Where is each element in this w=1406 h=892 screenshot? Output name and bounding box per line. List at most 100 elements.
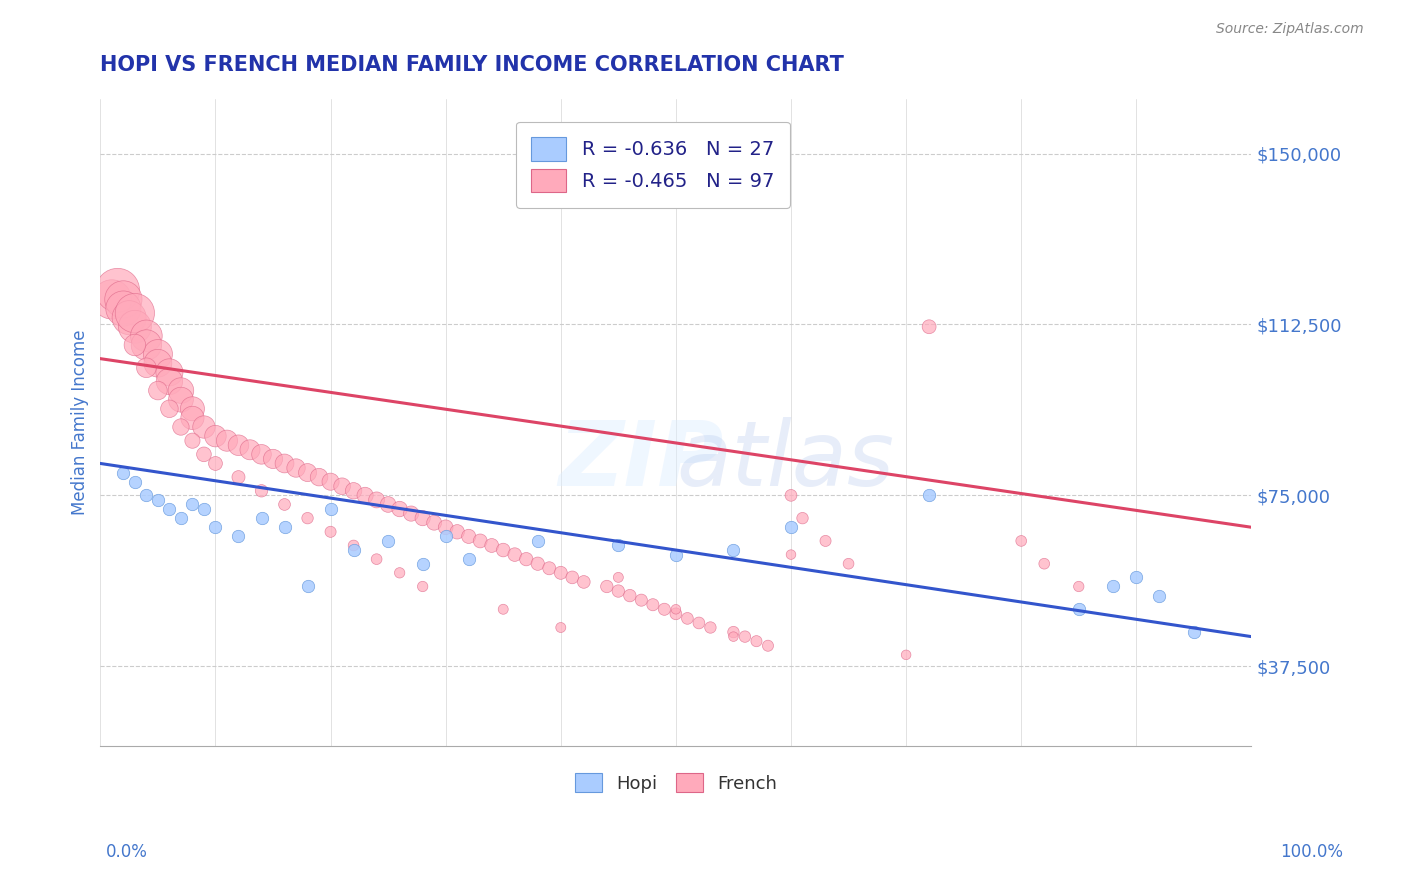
Point <box>157 502 180 516</box>
Point <box>1067 580 1090 594</box>
Text: 100.0%: 100.0% <box>1279 843 1343 861</box>
Point <box>319 475 342 489</box>
Point <box>181 410 204 425</box>
Point <box>434 520 457 534</box>
Text: ZIP: ZIP <box>558 417 724 505</box>
Point <box>297 580 319 594</box>
Point <box>297 511 319 525</box>
Point <box>688 615 710 630</box>
Point <box>399 507 422 521</box>
Point <box>181 434 204 448</box>
Point <box>228 470 250 484</box>
Point <box>319 502 342 516</box>
Point <box>756 639 779 653</box>
Point <box>112 293 135 307</box>
Point <box>434 529 457 543</box>
Point <box>734 630 756 644</box>
Point <box>550 566 572 580</box>
Point <box>239 442 262 457</box>
Point <box>665 602 688 616</box>
Point <box>228 438 250 452</box>
Point <box>1149 589 1171 603</box>
Point <box>1067 602 1090 616</box>
Point <box>526 533 548 548</box>
Text: 0.0%: 0.0% <box>105 843 148 861</box>
Point <box>607 584 630 599</box>
Point <box>124 319 146 334</box>
Point <box>780 520 803 534</box>
Point <box>446 524 468 539</box>
Point <box>354 488 377 502</box>
Point <box>838 557 860 571</box>
Text: HOPI VS FRENCH MEDIAN FAMILY INCOME CORRELATION CHART: HOPI VS FRENCH MEDIAN FAMILY INCOME CORR… <box>100 55 844 75</box>
Point <box>204 520 226 534</box>
Point <box>1125 570 1147 584</box>
Point <box>918 488 941 502</box>
Point <box>107 283 129 297</box>
Point <box>112 466 135 480</box>
Point <box>112 301 135 316</box>
Point <box>780 488 803 502</box>
Point <box>699 620 721 634</box>
Point <box>170 511 193 525</box>
Point <box>308 470 330 484</box>
Point <box>561 570 583 584</box>
Point <box>118 310 141 325</box>
Point <box>780 548 803 562</box>
Point <box>250 511 273 525</box>
Point <box>170 392 193 407</box>
Point <box>665 607 688 621</box>
Point <box>319 524 342 539</box>
Point <box>342 539 364 553</box>
Point <box>297 466 319 480</box>
Point <box>1033 557 1056 571</box>
Point <box>193 447 215 461</box>
Point <box>538 561 561 575</box>
Point <box>124 338 146 352</box>
Point <box>412 511 434 525</box>
Point <box>515 552 537 566</box>
Point <box>146 492 169 507</box>
Point <box>572 574 595 589</box>
Point <box>457 529 479 543</box>
Point <box>481 539 503 553</box>
Point <box>607 539 630 553</box>
Point <box>342 543 364 558</box>
Point <box>146 347 169 361</box>
Point <box>273 457 295 471</box>
Point <box>285 461 308 475</box>
Point <box>607 570 630 584</box>
Point <box>377 498 399 512</box>
Point <box>181 498 204 512</box>
Point <box>250 483 273 498</box>
Point <box>412 557 434 571</box>
Point <box>723 630 745 644</box>
Legend: Hopi, French: Hopi, French <box>565 764 786 802</box>
Point <box>723 625 745 640</box>
Point <box>388 502 411 516</box>
Point <box>423 516 446 530</box>
Point <box>250 447 273 461</box>
Point <box>204 457 226 471</box>
Y-axis label: Median Family Income: Median Family Income <box>72 330 89 516</box>
Point <box>792 511 814 525</box>
Point <box>273 520 295 534</box>
Point <box>723 543 745 558</box>
Point <box>745 634 768 648</box>
Point <box>135 360 157 375</box>
Point <box>676 611 699 625</box>
Point <box>665 548 688 562</box>
Point <box>157 365 180 379</box>
Point <box>330 479 353 493</box>
Point <box>918 319 941 334</box>
Point <box>273 498 295 512</box>
Point <box>630 593 652 607</box>
Point <box>526 557 548 571</box>
Point <box>124 475 146 489</box>
Point <box>135 338 157 352</box>
Point <box>170 420 193 434</box>
Point <box>157 401 180 416</box>
Point <box>654 602 676 616</box>
Point <box>228 529 250 543</box>
Point <box>596 580 619 594</box>
